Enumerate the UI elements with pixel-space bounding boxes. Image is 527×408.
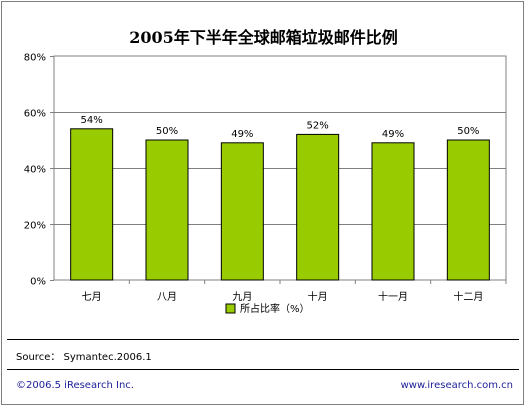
y-tick-label: 0% <box>30 277 46 288</box>
bar <box>220 142 264 281</box>
footer-divider <box>7 369 519 370</box>
bar <box>296 133 340 281</box>
y-tick-label: 60% <box>24 109 46 120</box>
y-tick-label: 20% <box>24 221 46 232</box>
y-tick-label: 40% <box>24 165 46 176</box>
legend-swatch <box>225 303 236 314</box>
chart-title: 2005年下半年全球邮箱垃圾邮件比例 <box>129 28 398 47</box>
y-tick-label: 80% <box>24 53 46 64</box>
data-label: 50% <box>457 126 479 137</box>
data-label: 49% <box>231 129 253 140</box>
x-tick-label: 七月 <box>82 291 102 303</box>
website-link[interactable]: www.iresearch.com.cn <box>400 380 513 391</box>
bar <box>371 142 415 281</box>
data-label: 52% <box>307 120 329 131</box>
data-label: 54% <box>81 115 103 126</box>
bar <box>70 128 114 281</box>
data-label: 49% <box>382 129 404 140</box>
legend-label: 所占比率（%） <box>240 302 310 315</box>
x-tick-label: 十二月 <box>453 290 483 303</box>
x-tick-label: 十一月 <box>378 290 408 303</box>
bar <box>145 139 189 281</box>
x-tick-label: 八月 <box>157 291 177 303</box>
x-tick-label: 九月 <box>232 291 252 303</box>
source-divider <box>7 339 519 340</box>
bar <box>446 139 490 281</box>
data-label: 50% <box>156 126 178 137</box>
x-tick-label: 十月 <box>308 290 328 303</box>
source-note: Source： Symantec.2006.1 <box>16 352 152 363</box>
copyright-text: ©2006.5 iResearch Inc. <box>16 380 134 391</box>
